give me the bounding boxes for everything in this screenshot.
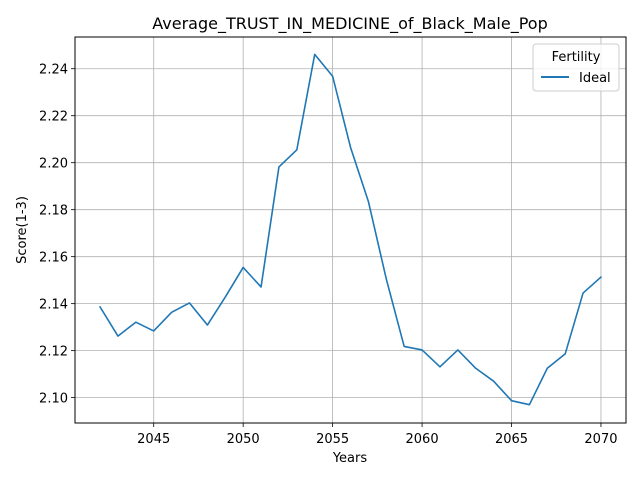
y-tick-label: 2.16 <box>39 251 68 266</box>
legend-box <box>532 43 620 92</box>
x-tick-label: 2050 <box>227 432 260 447</box>
y-axis-title: Score(1-3) <box>15 196 30 264</box>
chart-title: Average_TRUST_IN_MEDICINE_of_Black_Male_… <box>152 14 547 34</box>
legend-title: Fertility <box>552 50 601 65</box>
plot-frame <box>74 36 627 424</box>
y-tick-label: 2.18 <box>39 204 68 219</box>
grid <box>75 37 626 423</box>
legend-label-ideal: Ideal <box>579 71 611 86</box>
plot-area <box>98 53 603 406</box>
x-axis-title: Years <box>332 451 368 466</box>
x-tick-label: 2065 <box>495 432 528 447</box>
x-tick-label: 2045 <box>137 432 170 447</box>
legend: Fertility Ideal <box>532 43 620 92</box>
y-tick-label: 2.14 <box>39 298 68 313</box>
y-axis: 2.10 2.12 2.14 2.16 2.18 2.20 2.22 2.24 <box>39 63 75 407</box>
y-tick-label: 2.10 <box>39 392 68 407</box>
y-tick-label: 2.12 <box>39 345 68 360</box>
x-axis: 2045 2050 2055 2060 2065 2070 <box>137 423 618 447</box>
x-tick-label: 2070 <box>584 432 617 447</box>
y-tick-label: 2.20 <box>39 157 68 172</box>
y-tick-label: 2.22 <box>39 110 68 125</box>
x-tick-label: 2055 <box>316 432 349 447</box>
x-tick-label: 2060 <box>406 432 439 447</box>
y-tick-label: 2.24 <box>39 63 68 78</box>
